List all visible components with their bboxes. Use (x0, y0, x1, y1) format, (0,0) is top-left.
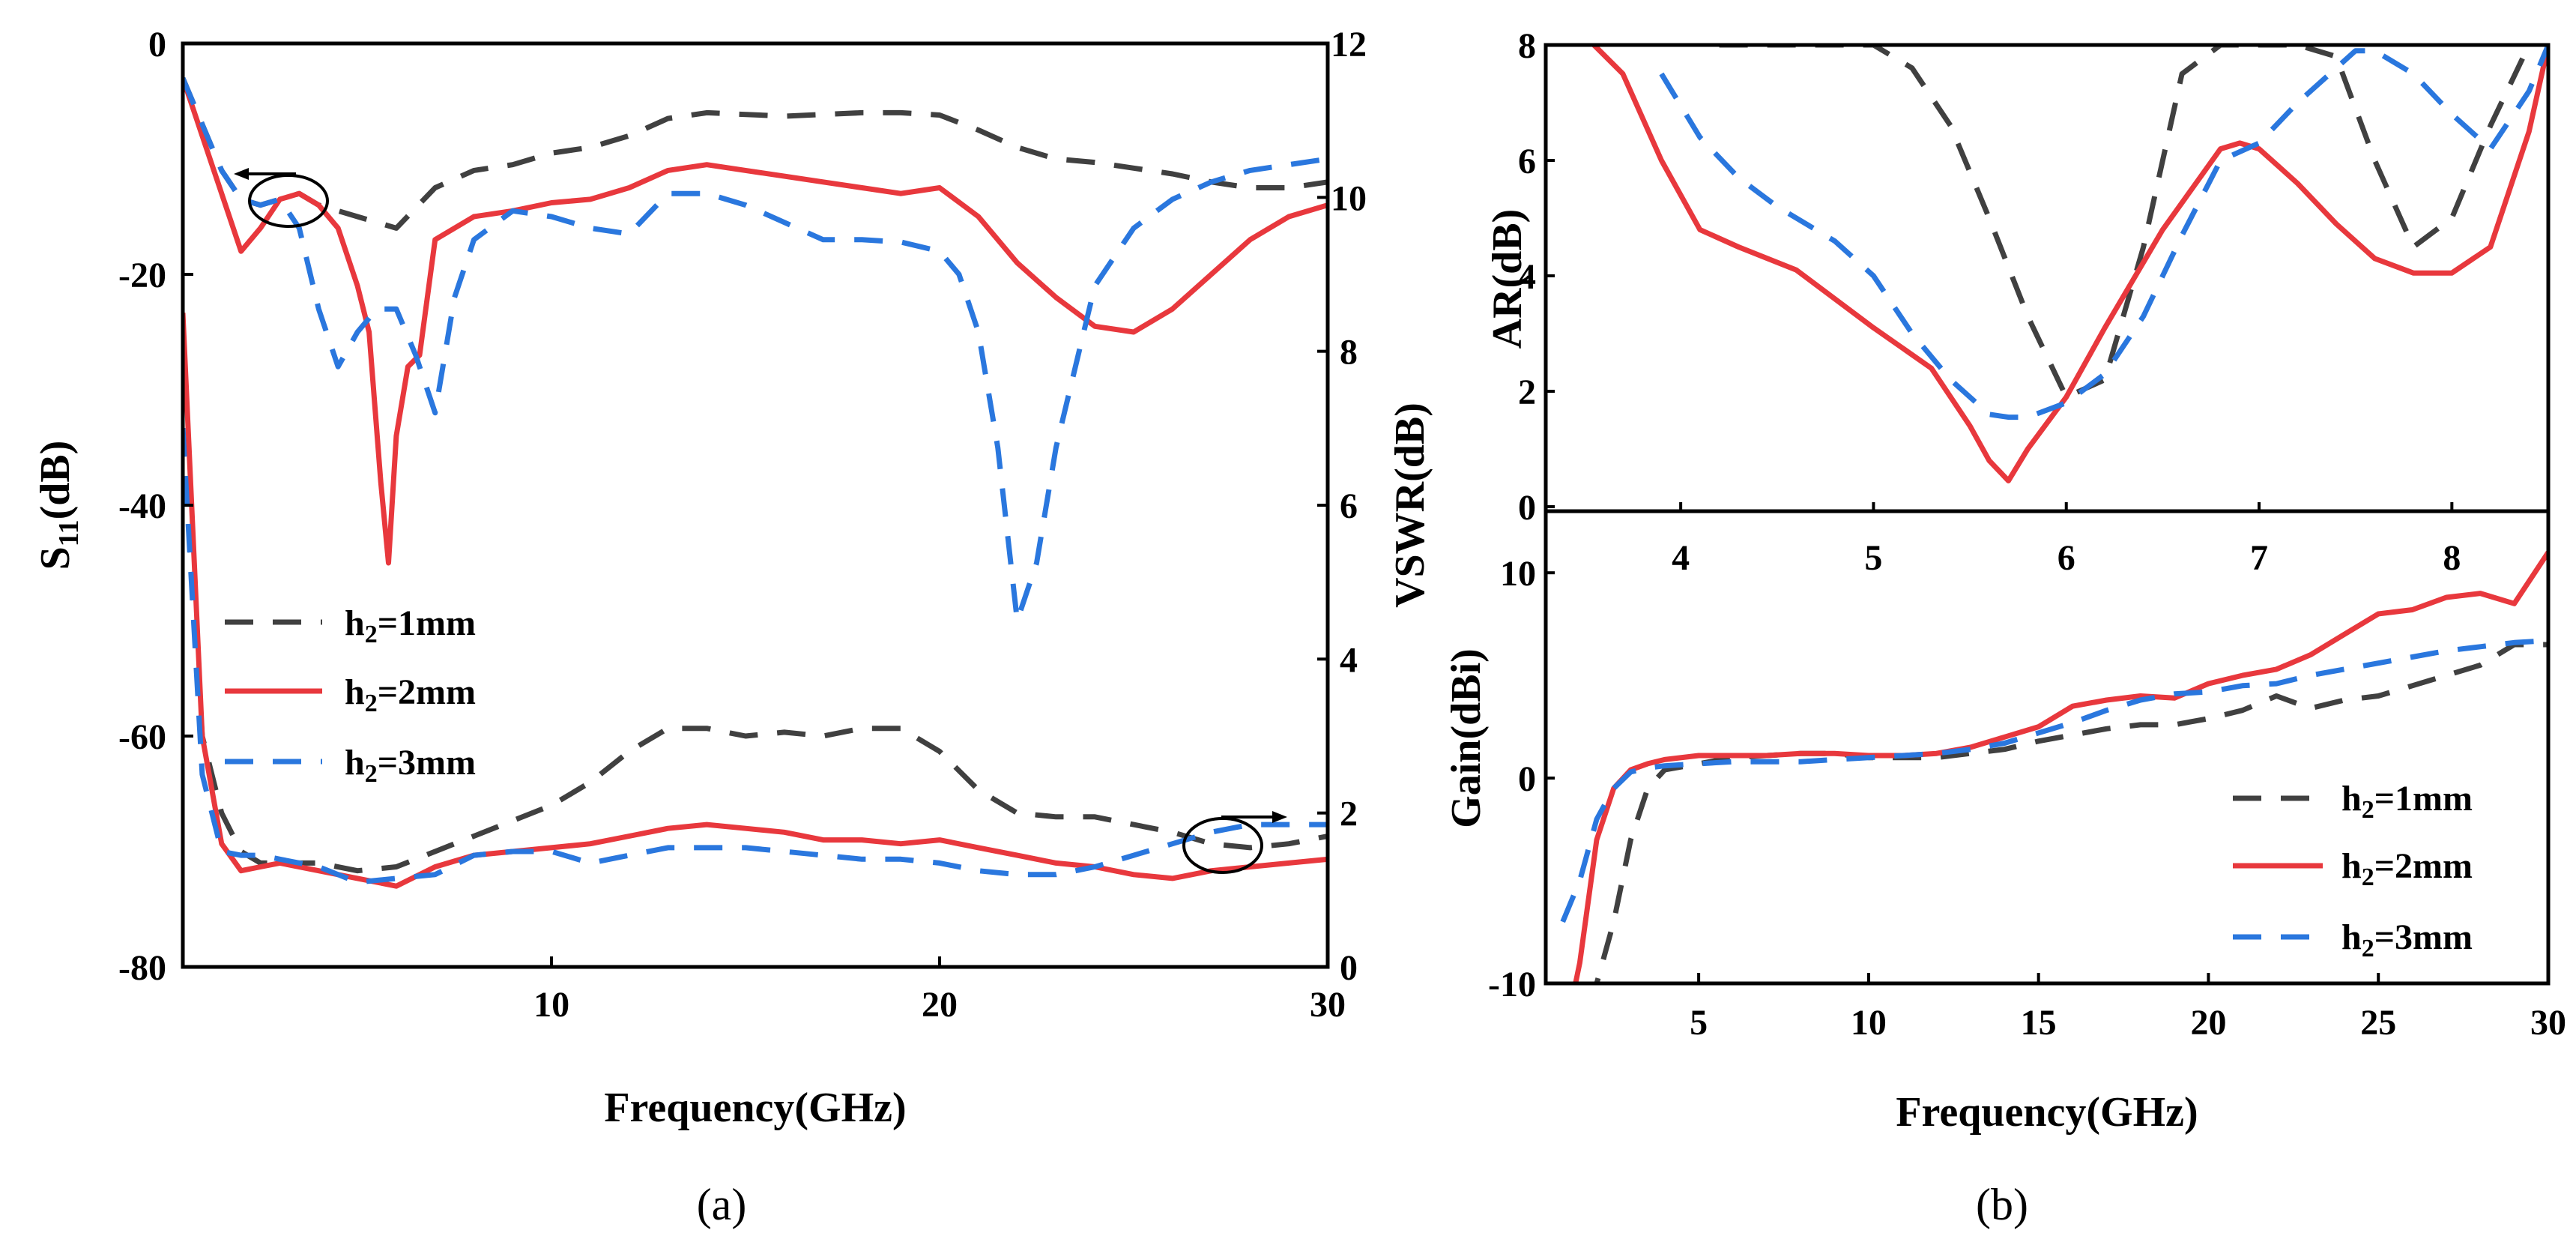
caption-a: (a) (697, 1180, 747, 1229)
series-line-left-h2-2mm (183, 77, 1328, 566)
gain-y-tick-label: 0 (1518, 759, 1536, 799)
gain-series-line-h2-1mm (1594, 642, 2548, 983)
panel-a-x-axis-label: Frequency(GHz) (604, 1085, 906, 1131)
y-right-tick-label: 6 (1340, 486, 1358, 526)
ar-y-tick-label: 0 (1518, 488, 1536, 528)
caption-b: (b) (1976, 1180, 2028, 1229)
y-left-tick-label: -40 (118, 486, 166, 526)
ar-x-tick-label: 8 (2443, 538, 2461, 578)
panel-b-ar-lines (1591, 45, 2548, 483)
gain-x-tick-label: 5 (1690, 1003, 1708, 1043)
ar-y-tick-label: 6 (1518, 142, 1536, 181)
arrowhead-left-icon (234, 168, 249, 180)
panel-a-legend: h2=1mm h2=2mm h2=3mm (225, 603, 476, 788)
ar-series-line-h2-1mm (1719, 45, 2532, 400)
panel-b-gain-lines (1560, 550, 2548, 983)
series-line-right-h2-2mm (183, 313, 1328, 889)
panel-a-annotation-right (1182, 811, 1287, 874)
panel-b-x-axis-label: Frequency(GHz) (1896, 1089, 2198, 1136)
gain-x-tick-label: 20 (2190, 1003, 2226, 1043)
legend-b-label-h2-2mm: h2=2mm (2341, 846, 2473, 891)
y-right-tick-label: 8 (1340, 333, 1358, 373)
gain-x-tick-label: 10 (1851, 1003, 1887, 1043)
x-tick-label: 10 (533, 985, 569, 1025)
ar-series-line-h2-2mm (1591, 45, 2548, 483)
ar-x-tick-label: 6 (2058, 538, 2075, 578)
legend-item-h2-3mm: h2=3mm (225, 743, 476, 788)
legend-label-h2-3mm: h2=3mm (345, 743, 476, 788)
y-right-tick-label: 4 (1340, 640, 1358, 680)
y-left-tick-label: -80 (118, 948, 166, 988)
panel-a-plot-lines (183, 76, 1328, 889)
x-tick-label: 30 (1310, 985, 1346, 1025)
gain-y-tick-label: 10 (1500, 554, 1536, 594)
y-left-tick-label: 0 (148, 25, 166, 64)
legend-item-h2-2mm: h2=2mm (225, 672, 476, 717)
x-tick-label: 20 (922, 985, 958, 1025)
panel-a-left-y-axis-label: S11(dB) (32, 441, 85, 570)
series-line-right-h2-3mm (183, 428, 1328, 885)
panel-b-ar-y-axis-label: AR(dB) (1484, 209, 1531, 349)
y-right-tick-label: 0 (1340, 948, 1358, 988)
gain-x-tick-label: 15 (2021, 1003, 2057, 1043)
ar-y-tick-label: 8 (1518, 26, 1536, 66)
ar-series-line-h2-3mm (1659, 45, 2548, 420)
legend-b-item-h2-3mm: h2=3mm (2233, 917, 2473, 962)
legend-item-h2-1mm: h2=1mm (225, 603, 476, 648)
gain-x-tick-label: 30 (2530, 1003, 2566, 1043)
panel-b: 4 5 6 7 8 0 2 4 6 8 5 10 15 20 25 30 -10 0 10 h2=1mm h2=2m… (1443, 26, 2566, 1229)
gain-y-tick-label: -10 (1488, 965, 1536, 1004)
panel-b-frame (1544, 43, 2551, 986)
ar-x-tick-label: 7 (2250, 538, 2268, 578)
arrowhead-right-icon (1272, 811, 1287, 823)
legend-b-label-h2-3mm: h2=3mm (2341, 917, 2473, 962)
legend-b-item-h2-1mm: h2=1mm (2233, 779, 2473, 824)
legend-label-h2-2mm: h2=2mm (345, 672, 476, 717)
ar-x-tick-label: 4 (1672, 538, 1690, 578)
gain-series-line-h2-3mm (1560, 638, 2548, 923)
panel-a-annotation-left (234, 168, 329, 228)
gain-x-tick-label: 25 (2360, 1003, 2396, 1043)
panel-b-gain-y-axis-label: Gain(dBi) (1443, 648, 1490, 828)
panel-b-legend: h2=1mm h2=2mm h2=3mm (2233, 779, 2473, 962)
y-left-tick-label: -20 (118, 256, 166, 295)
legend-b-item-h2-2mm: h2=2mm (2233, 846, 2473, 891)
legend-b-label-h2-1mm: h2=1mm (2341, 779, 2473, 824)
series-line-left-h2-1mm (183, 76, 1328, 231)
legend-label-h2-1mm: h2=1mm (345, 603, 476, 648)
ar-y-tick-label: 4 (1518, 257, 1536, 297)
panel-a-right-y-axis-label: VSWR(dB) (1387, 403, 1433, 608)
ar-y-tick-label: 2 (1518, 373, 1536, 412)
series-line-left-h2-3mm (183, 76, 1328, 624)
series-line-right-h2-1mm (183, 428, 1328, 874)
y-left-tick-label: -60 (118, 717, 166, 757)
y-right-tick-label: 10 (1331, 178, 1367, 218)
y-right-tick-label: 2 (1340, 795, 1358, 834)
panel-b-ticks: 4 5 6 7 8 0 2 4 6 8 5 10 15 20 25 30 -10 0 10 (1488, 26, 2566, 1043)
ar-x-tick-label: 5 (1864, 538, 1882, 578)
gain-series-line-h2-2mm (1573, 550, 2548, 983)
y-right-tick-label: 12 (1331, 25, 1367, 64)
